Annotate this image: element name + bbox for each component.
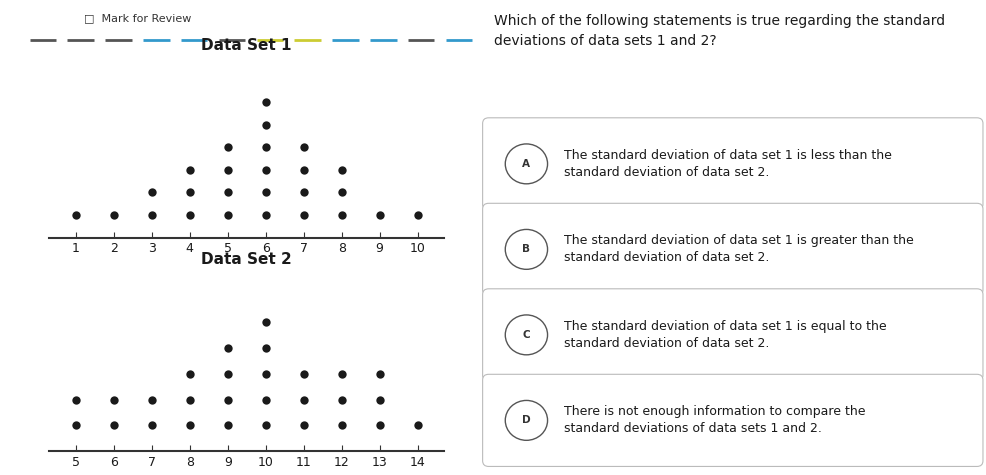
Circle shape: [505, 315, 547, 355]
Text: There is not enough information to compare the
standard deviations of data sets : There is not enough information to compa…: [564, 405, 865, 436]
FancyBboxPatch shape: [482, 203, 982, 295]
Text: C: C: [522, 330, 529, 340]
FancyBboxPatch shape: [482, 289, 982, 381]
Title: Data Set 2: Data Set 2: [201, 252, 292, 267]
Text: □  Mark for Review: □ Mark for Review: [84, 13, 190, 23]
FancyBboxPatch shape: [482, 374, 982, 466]
Text: 7: 7: [43, 11, 53, 25]
Text: The standard deviation of data set 1 is equal to the
standard deviation of data : The standard deviation of data set 1 is …: [564, 320, 885, 350]
Text: The standard deviation of data set 1 is greater than the
standard deviation of d: The standard deviation of data set 1 is …: [564, 234, 913, 265]
Circle shape: [505, 400, 547, 440]
Text: The standard deviation of data set 1 is less than the
standard deviation of data: The standard deviation of data set 1 is …: [564, 149, 891, 179]
Text: Which of the following statements is true regarding the standard
deviations of d: Which of the following statements is tru…: [493, 14, 944, 48]
Circle shape: [505, 229, 547, 269]
Title: Data Set 1: Data Set 1: [201, 38, 292, 53]
Text: B: B: [522, 244, 529, 255]
FancyBboxPatch shape: [482, 118, 982, 210]
Text: A: A: [522, 159, 529, 169]
Circle shape: [505, 144, 547, 184]
Text: D: D: [522, 415, 530, 426]
